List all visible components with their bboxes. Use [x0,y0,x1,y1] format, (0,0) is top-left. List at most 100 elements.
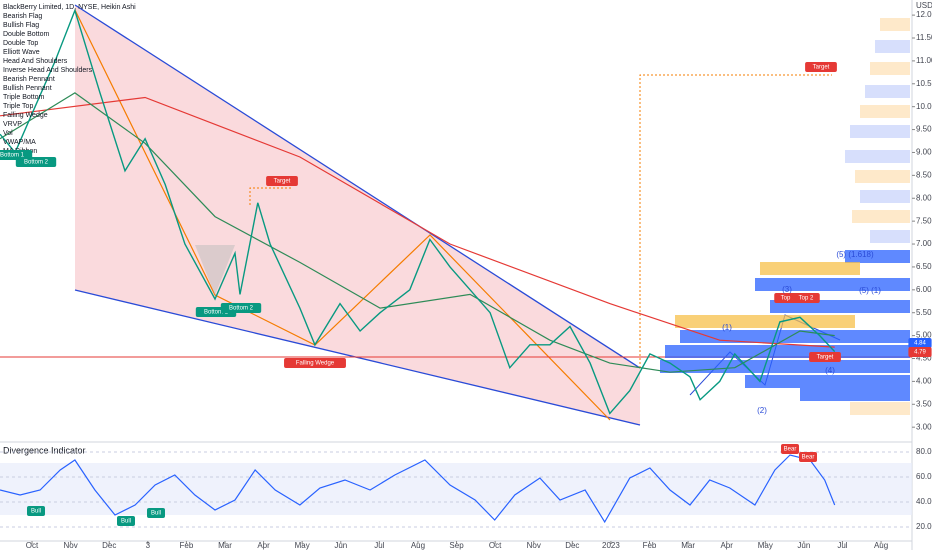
x-tick-label: Nov [64,541,78,550]
annotation-badge [792,293,820,303]
indicator-name: VWAP/MA [3,139,36,146]
annotation: (1) [722,323,732,332]
x-tick-label: 2023 [602,541,620,550]
annotation-badge [15,157,57,167]
annotation-badge [220,303,262,313]
annotation-badge [908,347,932,357]
signal-badge [147,508,165,518]
y-tick-label: 20.00 [916,522,932,531]
profile-bar [675,315,855,328]
annotation: Bottom 2 [229,306,254,312]
annotation-badge [809,352,841,362]
annotation: (2) [757,406,767,415]
falling-wedge [75,5,640,425]
x-tick-label: Dec [565,541,579,550]
annotation-badge [266,176,298,186]
oscillator-line [0,454,836,524]
profile-bar [680,330,910,343]
signal-badge [781,444,799,454]
annotation: Bottom 1 [204,310,229,316]
x-tick-label: Nov [527,541,541,550]
x-tick-label: Jun [797,541,810,550]
annotation: (4) [825,366,835,375]
indicator-name: Bullish Pennant [3,85,52,92]
ma-fast-line [0,92,835,373]
x-tick-label: Oct [489,541,502,550]
annotation: Top 2 [799,296,814,302]
y-tick-label: 9.50 [916,125,932,134]
y-tick-label: 80.00 [916,447,932,456]
profile-bar [760,262,860,275]
profile-bar [845,150,910,163]
x-tick-label: Sep [449,541,464,550]
indicator-name: Bullish Flag [3,22,39,29]
x-tick-label: Dec [102,541,116,550]
annotation: (3) [782,285,792,294]
currency: USD [916,1,932,10]
signal-label: Bear [784,447,797,453]
profile-bar [870,62,910,75]
signal-badge [27,506,45,516]
y-tick-label: 5.00 [916,331,932,340]
target-line [249,187,292,205]
price-line [0,8,836,415]
double-bottom [195,245,235,295]
oscillator-title: Divergence Indicator [3,445,86,455]
annotation: 4.79 [914,350,926,356]
wedge-upper [74,4,641,369]
y-tick-label: 3.00 [916,422,932,431]
x-tick-label: Apr [257,541,270,550]
x-tick-label: 3 [146,541,151,550]
chart-title: BlackBerry Limited, 1D, NYSE, Heikin Ash… [3,4,136,11]
ma-slow-line [0,96,835,348]
indicator-name: Falling Wedge [3,112,48,119]
profile-bar [845,250,910,263]
x-tick-label: Jul [374,541,384,550]
annotation: (5) (1.618) [836,250,874,259]
signal-badge [799,452,817,462]
y-tick-label: 6.00 [916,285,932,294]
indicator-name: Elliott Wave [3,49,40,56]
x-tick-label: May [758,541,773,550]
annotation-badge [284,358,346,368]
y-tick-label: 11.00 [916,56,932,65]
indicator-name: Head And Shoulders [3,58,68,65]
signal-label: Bear [802,455,815,461]
x-tick-label: May [295,541,310,550]
y-tick-label: 5.50 [916,308,932,317]
annotation: (5) (1) [859,286,881,295]
annotation: Target [274,179,291,185]
profile-bar [660,360,910,373]
profile-bar [852,210,910,223]
y-tick-label: 12.00 [916,10,932,19]
volume-profile [660,18,910,415]
annotation: Top 1 [781,296,796,302]
indicator-name: Bearish Flag [3,13,42,20]
profile-bar [665,345,910,358]
profile-bar [755,278,910,291]
signal-label: Bull [151,511,161,517]
annotation: 4.84 [914,341,926,347]
profile-bar [875,40,910,53]
signal-label: Bull [121,519,131,525]
x-tick-label: Mar [681,541,695,550]
y-tick-label: 8.50 [916,170,932,179]
annotation: Bottom 2 [24,160,49,166]
indicator-name: VRVP [3,121,22,128]
profile-bar [865,85,910,98]
x-tick-label: Mar [218,541,232,550]
x-tick-label: Feb [643,541,657,550]
profile-bar [770,300,910,313]
profile-bar [850,125,910,138]
y-tick-label: 7.00 [916,239,932,248]
target-line [639,74,832,368]
y-tick-label: 10.00 [916,102,932,111]
profile-bar [860,105,910,118]
y-tick-label: 10.50 [916,79,932,88]
x-tick-label: Jul [837,541,847,550]
x-tick-label: Aug [411,541,425,550]
x-tick-label: Aug [874,541,888,550]
profile-bar [850,402,910,415]
